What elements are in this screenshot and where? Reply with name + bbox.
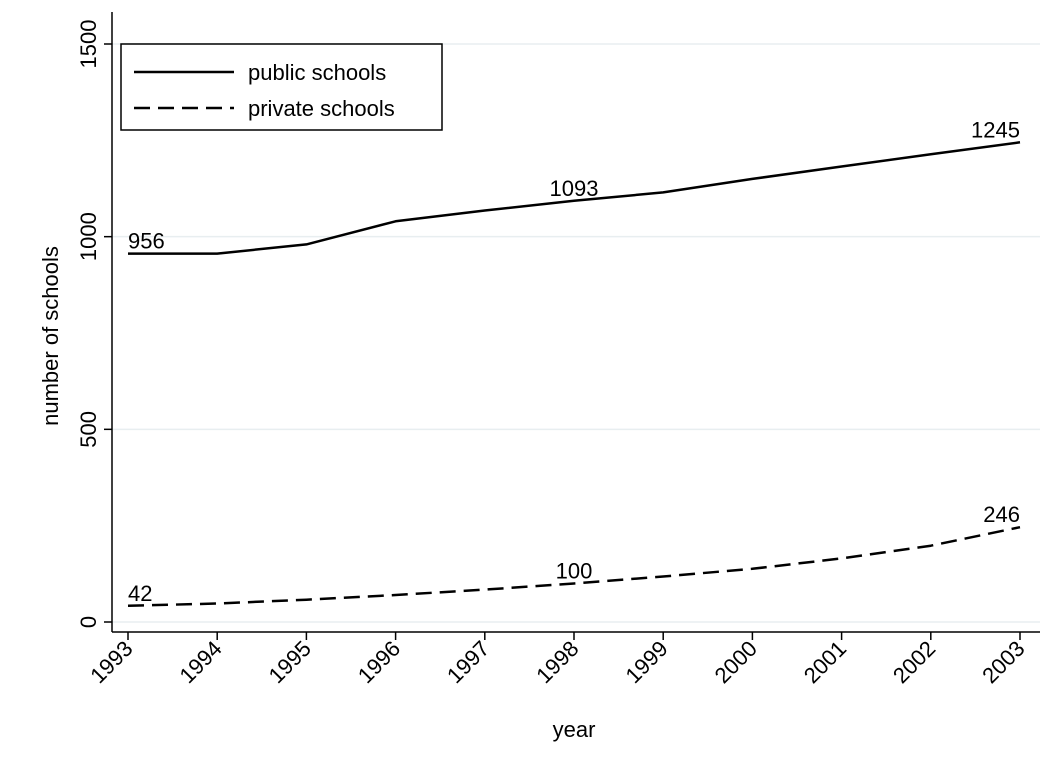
data-label-1245: 1245 (971, 117, 1020, 142)
y-tick-label-1500: 1500 (76, 20, 101, 69)
series-line-private-schools (127, 525, 1021, 608)
data-label-246: 246 (983, 502, 1020, 527)
legend-box (120, 43, 443, 131)
y-tick-label-500: 500 (76, 411, 101, 448)
data-label-100: 100 (556, 558, 593, 583)
data-label-1093: 1093 (550, 176, 599, 201)
series-line-public-schools (128, 141, 1021, 255)
series-lines (127, 141, 1021, 608)
y-tick-label-0: 0 (76, 616, 101, 628)
data-label-956: 956 (128, 229, 165, 254)
y-tick-label-1000: 1000 (76, 212, 101, 261)
y-axis-title: number of schools (38, 246, 63, 426)
legend: public schools private schools (120, 43, 443, 131)
legend-label-public-schools: public schools (248, 60, 386, 85)
x-axis-title: year (553, 717, 596, 742)
data-labels: 956 1093 1245 42 100 246 (128, 117, 1020, 606)
legend-label-private-schools: private schools (248, 96, 395, 121)
data-label-42: 42 (128, 581, 152, 606)
